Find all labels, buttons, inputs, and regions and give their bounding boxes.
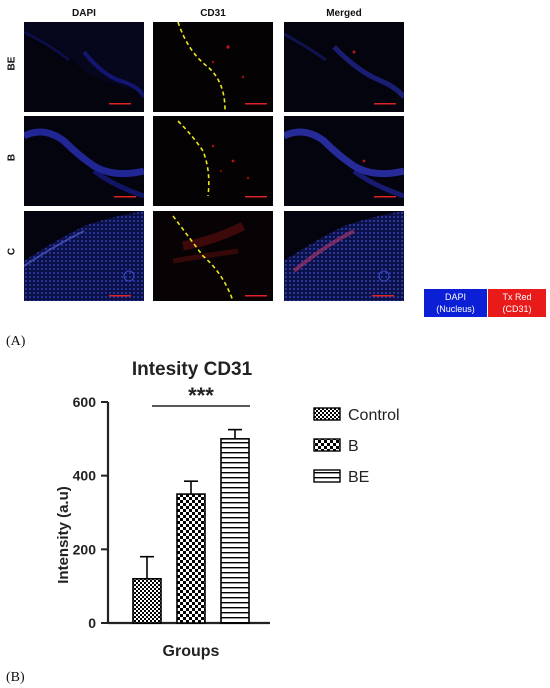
micrograph-b-merged: [284, 116, 404, 206]
legend-swatch-control: [313, 407, 341, 421]
legend-dapi-line2: (Nucleus): [436, 304, 475, 314]
legend-txred: Tx Red (CD31): [488, 289, 546, 317]
column-label-dapi: DAPI: [72, 8, 96, 19]
legend-swatch-b: [313, 438, 341, 452]
micrograph-be-dapi: [24, 22, 144, 112]
micrograph-be-merged: [284, 22, 404, 112]
bar-b: [176, 493, 206, 624]
micrograph-be-cd31: [153, 22, 273, 112]
micrograph-c-cd31: [153, 211, 273, 301]
figure-label-b: (B): [6, 670, 25, 685]
legend-txred-line1: Tx Red: [502, 292, 532, 302]
y-tick-label: 0: [88, 615, 96, 631]
column-label-cd31: CD31: [200, 8, 226, 19]
micrograph-b-dapi: [24, 116, 144, 206]
legend-txred-line2: (CD31): [502, 304, 532, 314]
legend-dapi: DAPI (Nucleus): [424, 289, 487, 317]
chart-title: Intesity CD31: [132, 359, 253, 380]
row-label-b: B: [6, 153, 18, 162]
legend-swatch-be: [313, 469, 341, 483]
micrograph-c-dapi: [24, 211, 144, 301]
y-tick-label: 400: [73, 468, 97, 484]
micrograph-b-cd31: [153, 116, 273, 206]
row-label-be: BE: [6, 56, 18, 71]
bar-be: [220, 438, 250, 624]
significance-stars: ***: [188, 383, 214, 408]
micrograph-c-merged: [284, 211, 404, 301]
legend-label-b: B: [348, 438, 359, 455]
bar-control: [132, 578, 162, 624]
legend-label-control: Control: [348, 407, 400, 424]
chart-legend: Control B BE: [313, 407, 400, 486]
row-label-c: C: [6, 247, 18, 256]
x-axis-label: Groups: [163, 643, 220, 660]
y-tick-label: 600: [73, 394, 97, 410]
significance-bracket: ***: [152, 383, 250, 408]
y-tick-label: 200: [73, 541, 97, 557]
legend-label-be: BE: [348, 469, 369, 486]
legend-dapi-line1: DAPI: [444, 292, 466, 302]
y-axis-label: Intensity (a.u): [55, 486, 72, 584]
bar-chart: Intesity CD31 Intensity (a.u) Groups 0 20…: [55, 359, 400, 660]
figure-label-a: (A): [6, 334, 26, 349]
chart-bars: [132, 428, 250, 624]
column-label-merged: Merged: [326, 8, 362, 19]
